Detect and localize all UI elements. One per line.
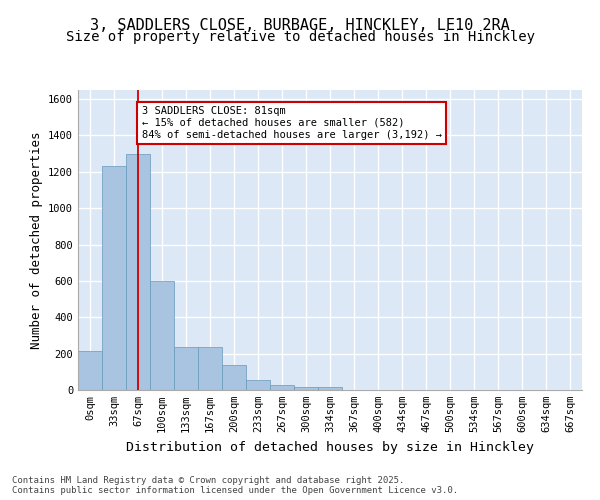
Bar <box>102 166 126 390</box>
Bar <box>222 364 246 390</box>
X-axis label: Distribution of detached houses by size in Hinckley: Distribution of detached houses by size … <box>126 440 534 454</box>
Bar <box>126 154 150 390</box>
Bar <box>318 388 342 390</box>
Bar <box>198 348 222 390</box>
Text: 3 SADDLERS CLOSE: 81sqm
← 15% of detached houses are smaller (582)
84% of semi-d: 3 SADDLERS CLOSE: 81sqm ← 15% of detache… <box>142 106 442 140</box>
Text: 3, SADDLERS CLOSE, BURBAGE, HINCKLEY, LE10 2RA: 3, SADDLERS CLOSE, BURBAGE, HINCKLEY, LE… <box>90 18 510 32</box>
Bar <box>270 384 294 390</box>
Bar <box>246 380 270 390</box>
Bar <box>150 281 174 390</box>
Bar <box>78 351 102 390</box>
Y-axis label: Number of detached properties: Number of detached properties <box>29 131 43 349</box>
Bar <box>294 388 318 390</box>
Bar <box>174 348 198 390</box>
Text: Size of property relative to detached houses in Hinckley: Size of property relative to detached ho… <box>65 30 535 44</box>
Text: Contains HM Land Registry data © Crown copyright and database right 2025.
Contai: Contains HM Land Registry data © Crown c… <box>12 476 458 495</box>
